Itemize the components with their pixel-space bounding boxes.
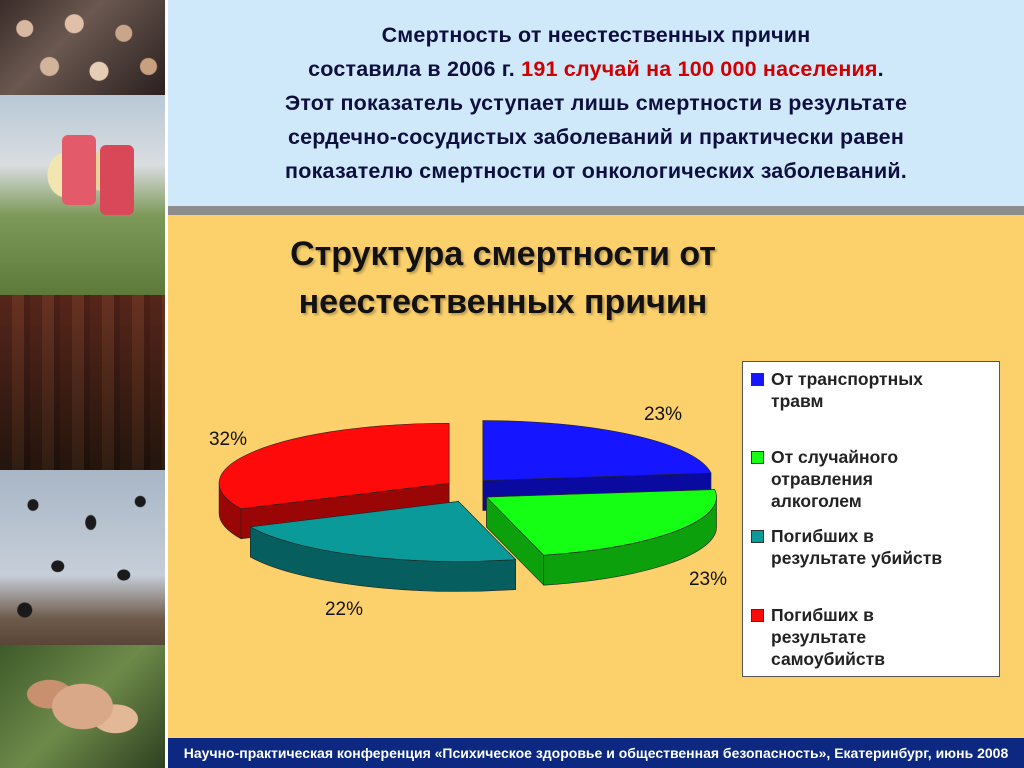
slice-2-top — [485, 489, 717, 556]
surreal-painting-photo — [0, 470, 165, 645]
header-line-5: показателю смертности от онкологических … — [285, 159, 907, 183]
data-label-1: 23% — [644, 404, 682, 425]
legend-label-line: Погибших в — [771, 605, 874, 625]
painting-photo — [0, 295, 165, 470]
legend-label: Погибших в результате самоубийств — [771, 604, 1001, 670]
child-figure — [100, 145, 134, 215]
footer-bar: Научно-практическая конференция «Психиче… — [168, 738, 1024, 768]
legend-label-line: отравления — [771, 469, 873, 489]
slice-4-top — [218, 422, 450, 510]
header-line-2-prefix: составила в 2006 г. — [308, 57, 515, 81]
slice-3-top — [249, 501, 517, 562]
legend-label: От случайного отравления алкоголем — [771, 446, 1001, 512]
legend-label-line: травм — [771, 391, 824, 411]
header-line-2-suffix: . — [877, 57, 884, 81]
header-line-2: составила в 2006 г. 191 случай на 100 00… — [168, 52, 1024, 86]
legend-label: Погибших в результате убийств — [771, 525, 1001, 569]
header-line-3: Этот показатель уступает лишь смертности… — [284, 91, 908, 115]
slice-1-top — [482, 420, 712, 481]
data-label-4: 32% — [209, 429, 247, 450]
legend-label: От транспортных травм — [771, 368, 1001, 412]
legend-swatch — [751, 609, 764, 622]
legend-swatch — [751, 530, 764, 543]
header-line-1: Смертность от неестественных причин — [381, 23, 811, 47]
child-figure — [62, 135, 96, 205]
chart-title-line-1: Структура смертности от — [290, 235, 716, 273]
header-line-4: сердечно-сосудистых заболеваний и практи… — [287, 125, 905, 149]
header-text: Смертность от неестественных причин сост… — [168, 18, 1024, 188]
legend-swatch — [751, 451, 764, 464]
legend-label-line: От транспортных — [771, 369, 923, 389]
data-label-2: 23% — [689, 569, 727, 590]
children-bicycle-photo — [0, 95, 165, 295]
legend-label-line: результате убийств — [771, 548, 943, 568]
pie-chart: 23% 23% 22% 32% — [209, 404, 727, 620]
chart-title: Структура смертности от неестественных п… — [168, 230, 838, 326]
header-panel: Смертность от неестественных причин сост… — [168, 0, 1024, 206]
chart-legend: От транспортных травм От случайного отравле… — [742, 361, 1000, 677]
header-divider — [168, 206, 1024, 218]
data-label-3: 22% — [325, 599, 363, 620]
legend-label-line: Погибших в — [771, 526, 874, 546]
header-highlight: 191 случай на 100 000 населения — [521, 57, 878, 81]
legend-label-line: самоубийств — [771, 649, 885, 669]
legend-label-line: От случайного — [771, 447, 899, 467]
legend-swatch — [751, 373, 764, 386]
legend-label-line: результате — [771, 627, 867, 647]
hands-photo — [0, 645, 165, 768]
crowd-photo — [0, 0, 165, 95]
legend-label-line: алкоголем — [771, 491, 862, 511]
footer-text: Научно-практическая конференция «Психиче… — [183, 745, 1009, 761]
chart-title-line-2: неестественных причин — [298, 283, 708, 321]
photo-strip — [0, 0, 165, 768]
